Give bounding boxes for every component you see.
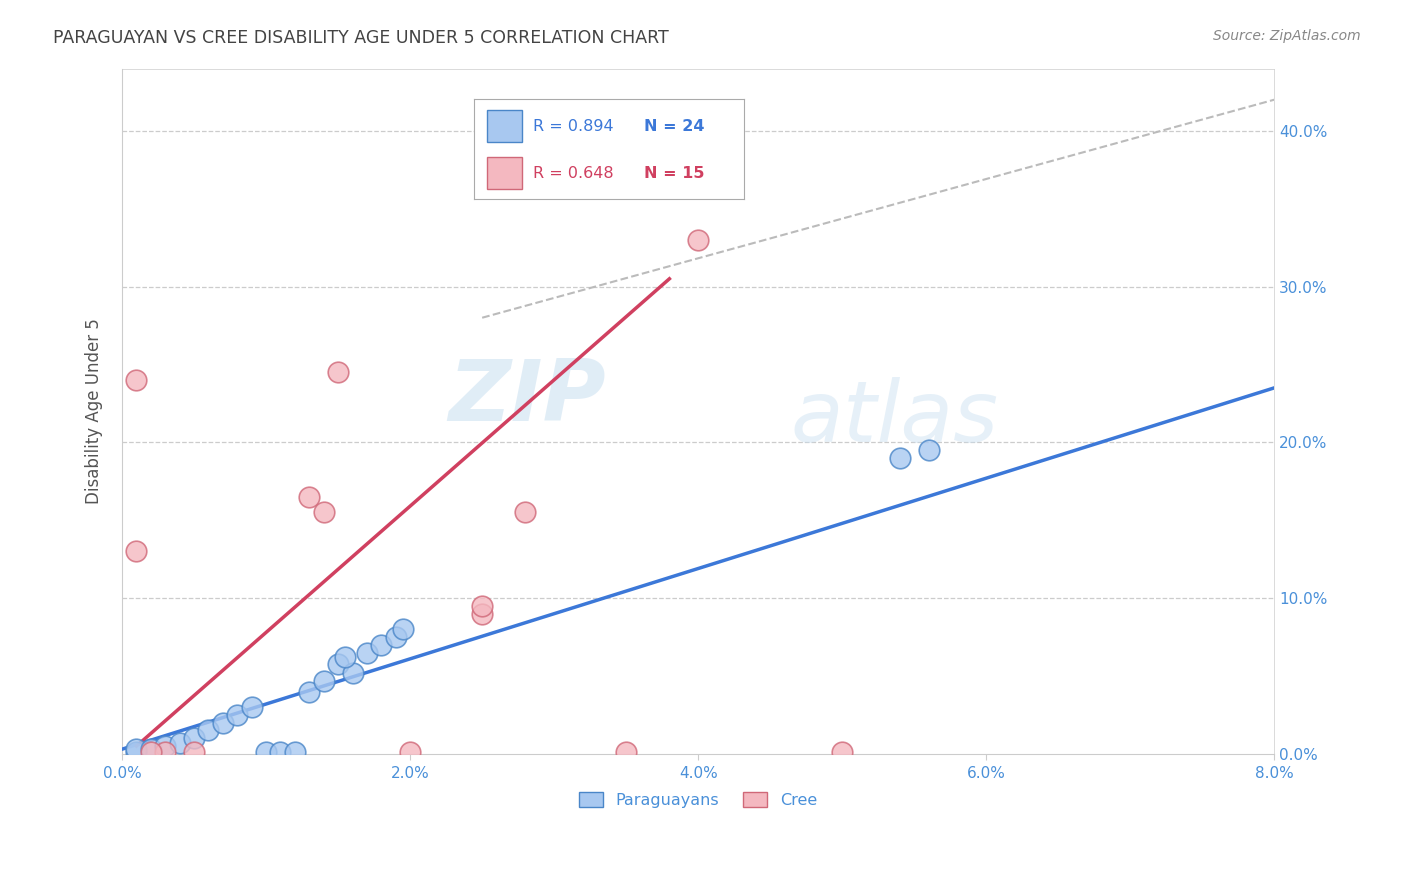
Point [139,745,162,759]
Point [356,646,378,660]
Point [335,650,357,665]
Point [125,742,148,756]
Point [183,731,205,746]
Point [254,745,277,759]
Point [169,736,191,750]
Point [226,707,249,722]
Y-axis label: Disability Age Under 5: Disability Age Under 5 [86,318,103,504]
Point [240,700,263,714]
Point [183,745,205,759]
Point [312,505,335,519]
Legend: Paraguayans, Cree: Paraguayans, Cree [572,786,824,814]
Text: atlas: atlas [790,376,998,459]
Point [471,599,494,613]
Point [326,365,349,379]
Point [197,723,219,738]
Point [399,745,422,759]
Point [614,745,637,759]
Point [125,745,148,759]
Point [284,745,307,759]
Point [515,505,537,519]
Point [269,745,291,759]
Point [831,745,853,759]
Text: PARAGUAYAN VS CREE DISABILITY AGE UNDER 5 CORRELATION CHART: PARAGUAYAN VS CREE DISABILITY AGE UNDER … [53,29,669,46]
Text: Source: ZipAtlas.com: Source: ZipAtlas.com [1213,29,1361,43]
Point [688,233,710,247]
Point [326,657,349,671]
Point [889,450,911,465]
Point [312,673,335,688]
Point [212,715,235,730]
Point [298,490,321,504]
Point [392,622,415,636]
Point [155,739,177,753]
Point [370,638,392,652]
Point [155,745,177,759]
Point [125,373,148,387]
Point [139,742,162,756]
Point [918,443,941,458]
Text: ZIP: ZIP [449,356,606,439]
Point [125,544,148,558]
Point [342,665,364,680]
Point [471,607,494,621]
Point [384,630,406,644]
Point [298,684,321,698]
